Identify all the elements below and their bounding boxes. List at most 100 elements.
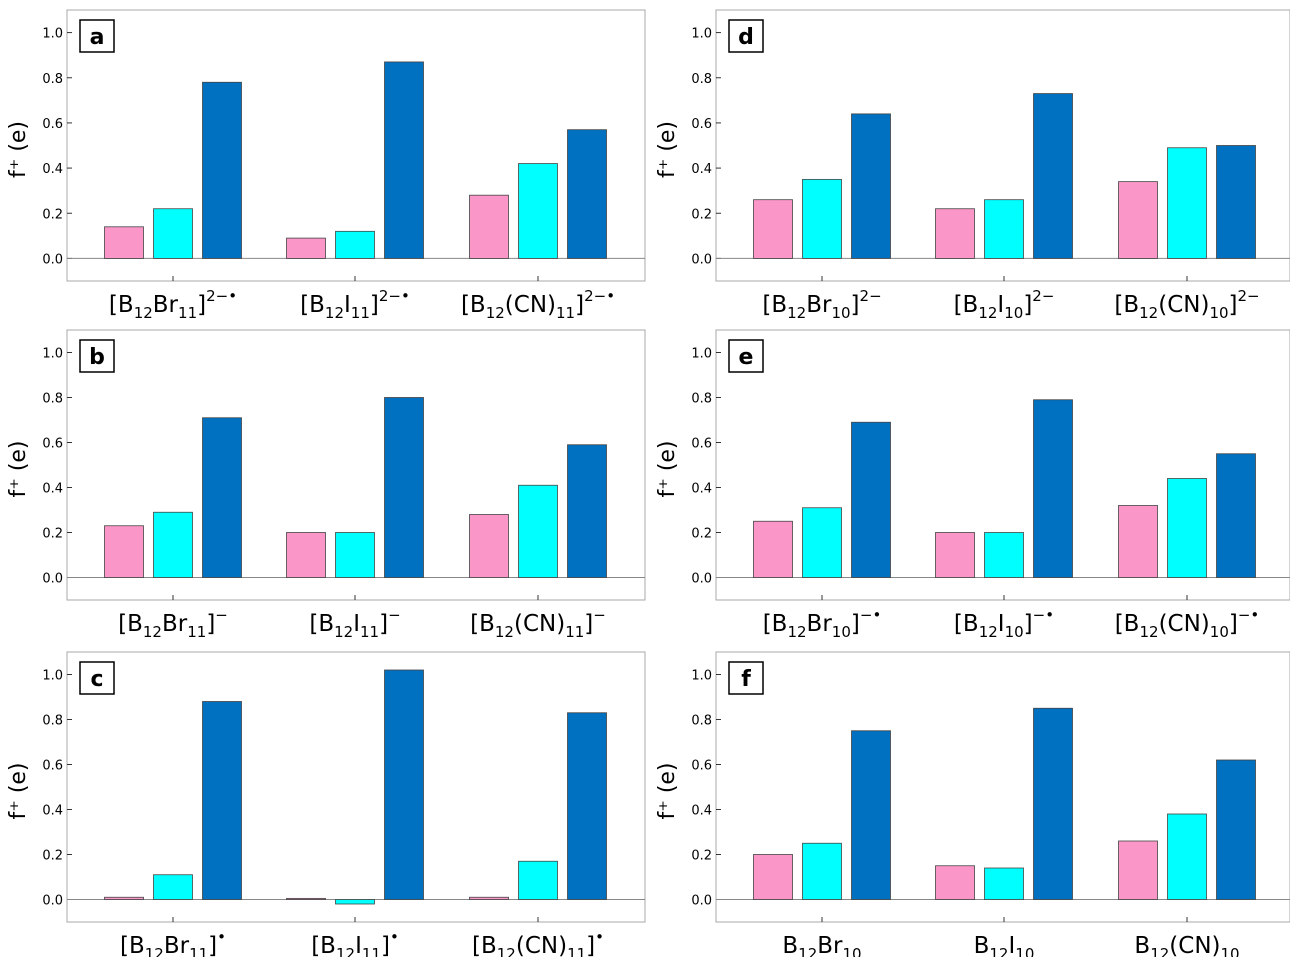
category-part-sub1: 12 [1139,623,1158,641]
panel-letter-box [728,339,764,373]
category-part-sup: − [388,606,401,624]
category-part-mid: (CN) [505,292,556,318]
category-part-sup: 2−• [206,287,237,305]
y-axis-label: f⁺ (e) [6,121,31,178]
category-part-mid: I [355,933,362,957]
bar-cyan-3 [1167,813,1207,900]
category-part-sub1: 12 [798,945,817,957]
category-part-sub2: 11 [567,945,586,957]
bar-pink-3 [469,514,509,578]
y-tick-label: 0.4 [691,162,712,177]
bar-cyan-2 [335,230,375,259]
category-part-tail: ] [1229,292,1238,318]
bar-blue-1 [851,113,891,259]
category-part-sup: 2−• [584,287,615,305]
category-part-sub2: 10 [1005,623,1024,641]
category-part-sub1: 12 [979,623,998,641]
panel-letter: f [741,667,751,692]
chart-panel-b: 0.00.20.40.60.81.0f⁺ (e)b[B12Br11]− [B12I… [6,329,646,641]
category-part-tail: ] [1024,611,1033,637]
x-category-label: [B12I10]2− [954,287,1055,322]
category-part-sub1: 12 [978,304,997,322]
bar-pink-1 [753,854,793,900]
bar-cyan-3 [518,860,558,900]
category-part-mid: I [344,292,351,318]
bar-pink-3 [469,896,509,900]
bar-pink-3 [1118,505,1158,578]
bar-blue-2 [384,397,424,578]
category-part-base: B [1134,933,1150,957]
x-category-label: B12I10 [974,933,1035,957]
category-part-sup: 2−• [379,287,410,305]
category-part-sub2: 11 [565,623,584,641]
category-part-base: [B [1114,292,1139,318]
category-part-sub2: 11 [178,304,197,322]
panel-letter-box [79,339,115,373]
bar-blue-3 [567,712,607,900]
bar-blue-3 [1216,759,1256,900]
y-tick-label: 0.0 [691,572,712,587]
category-part-base: B [782,933,798,957]
category-part-tail: ] [370,292,379,318]
bar-blue-3 [1216,145,1256,259]
category-part-sub2: 10 [1209,304,1228,322]
category-part-sup: − [593,606,606,624]
category-part-sub2: 10 [1210,623,1229,641]
y-tick-label: 0.6 [42,759,63,774]
category-part-mid: Br [817,933,843,957]
category-part-sub2: 10 [831,304,850,322]
y-axis-label: f⁺ (e) [655,121,680,178]
category-part-sub2: 10 [843,945,862,957]
bar-blue-1 [851,730,891,900]
category-part-sup: −• [860,606,881,624]
category-part-sub1: 12 [787,623,806,641]
bar-cyan-3 [518,163,558,259]
category-part-base: B [974,933,990,957]
chart-panel-a: 0.00.20.40.60.81.0f⁺ (e)a[B12Br11]2−• [B1… [6,9,646,322]
x-category-label: [B12Br11]2−• [109,287,237,322]
panel-letter: b [89,345,105,370]
bar-cyan-1 [153,208,193,259]
bar-cyan-2 [984,532,1024,578]
bar-pink-3 [1118,181,1158,259]
category-part-mid: Br [164,933,190,957]
x-category-label: [B12(CN)11]2−• [461,287,615,322]
category-part-sub1: 12 [1139,304,1158,322]
category-part-base: [B [954,292,979,318]
category-part-base: [B [763,611,788,637]
x-category-label: [B12(CN)11]• [472,928,604,957]
bar-blue-2 [1033,93,1073,259]
category-part-sub1: 12 [989,945,1008,957]
bar-pink-2 [286,532,326,578]
bar-blue-3 [1216,453,1256,578]
category-part-base: [B [762,292,787,318]
category-part-base: [B [472,933,497,957]
y-tick-label: 0.6 [691,759,712,774]
plot-frame [66,9,646,282]
category-part-tail: ] [379,611,388,637]
category-part-sub1: 12 [336,945,355,957]
y-tick-label: 0.4 [42,804,63,819]
y-tick-label: 0.8 [42,714,63,729]
category-part-sup: • [217,928,226,946]
y-tick-label: 0.0 [691,894,712,909]
category-part-tail: ] [1229,611,1238,637]
category-part-sub2: 11 [360,623,379,641]
y-tick-label: 0.2 [42,207,63,222]
y-tick-label: 0.0 [691,252,712,267]
category-part-sub1: 12 [787,304,806,322]
category-part-sup: 2− [860,287,882,305]
category-part-mid: I [353,611,360,637]
x-category-label: [B12I11]2−• [300,287,410,322]
category-part-sup: −• [1238,606,1259,624]
bar-pink-1 [104,226,144,259]
category-part-tail: ] [197,292,206,318]
bar-pink-2 [935,865,975,900]
bar-pink-1 [104,525,144,578]
y-tick-label: 1.0 [691,669,712,684]
x-category-label: [B12Br10]−• [763,606,882,641]
category-part-base: [B [470,611,495,637]
bar-cyan-3 [518,484,558,578]
y-tick-label: 0.0 [42,894,63,909]
